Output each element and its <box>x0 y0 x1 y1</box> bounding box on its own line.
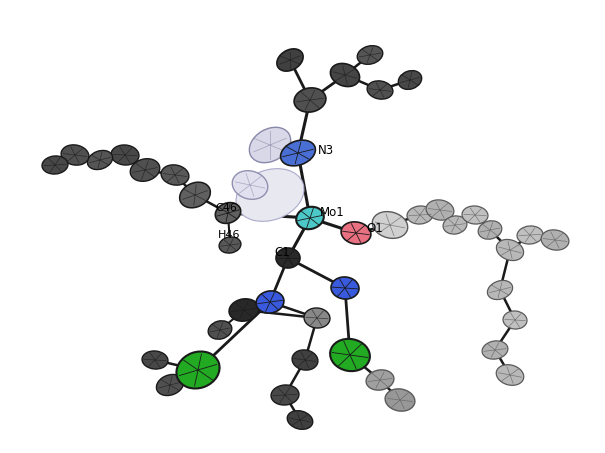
Text: N3: N3 <box>318 145 334 158</box>
Ellipse shape <box>281 140 315 166</box>
Ellipse shape <box>294 88 326 112</box>
Ellipse shape <box>443 216 467 234</box>
Ellipse shape <box>478 221 502 239</box>
Text: C46: C46 <box>215 203 237 213</box>
Text: C1: C1 <box>274 246 290 259</box>
Ellipse shape <box>341 222 371 244</box>
Ellipse shape <box>385 389 415 411</box>
Ellipse shape <box>157 375 183 395</box>
Ellipse shape <box>161 165 189 185</box>
Ellipse shape <box>142 351 168 369</box>
Ellipse shape <box>503 311 527 329</box>
Ellipse shape <box>367 81 393 99</box>
Ellipse shape <box>229 299 259 321</box>
Ellipse shape <box>372 212 408 238</box>
Ellipse shape <box>276 248 300 268</box>
Ellipse shape <box>296 207 324 229</box>
Ellipse shape <box>277 49 303 71</box>
Ellipse shape <box>482 341 508 359</box>
Ellipse shape <box>407 206 433 224</box>
Ellipse shape <box>236 169 304 222</box>
Ellipse shape <box>331 277 359 299</box>
Ellipse shape <box>177 352 220 389</box>
Ellipse shape <box>215 202 241 223</box>
Ellipse shape <box>462 206 488 224</box>
Ellipse shape <box>87 150 113 169</box>
Ellipse shape <box>496 365 524 386</box>
Text: O1: O1 <box>366 222 383 236</box>
Ellipse shape <box>111 145 139 165</box>
Ellipse shape <box>287 411 313 429</box>
Ellipse shape <box>541 230 569 250</box>
Ellipse shape <box>357 46 383 64</box>
Ellipse shape <box>219 237 241 253</box>
Text: H46: H46 <box>218 230 241 240</box>
Ellipse shape <box>130 159 160 181</box>
Ellipse shape <box>304 308 330 328</box>
Ellipse shape <box>208 321 232 339</box>
Text: Mo1: Mo1 <box>320 206 345 218</box>
Ellipse shape <box>497 240 523 260</box>
Ellipse shape <box>398 71 422 89</box>
Ellipse shape <box>488 280 512 299</box>
Ellipse shape <box>330 63 359 87</box>
Ellipse shape <box>271 385 299 405</box>
Ellipse shape <box>61 145 89 165</box>
Ellipse shape <box>42 156 68 174</box>
Ellipse shape <box>366 370 394 390</box>
Ellipse shape <box>180 182 211 208</box>
Ellipse shape <box>256 291 284 313</box>
Ellipse shape <box>249 127 290 163</box>
Ellipse shape <box>232 171 268 199</box>
Ellipse shape <box>292 350 318 370</box>
Ellipse shape <box>517 226 543 244</box>
Ellipse shape <box>330 339 370 371</box>
Ellipse shape <box>426 200 454 220</box>
